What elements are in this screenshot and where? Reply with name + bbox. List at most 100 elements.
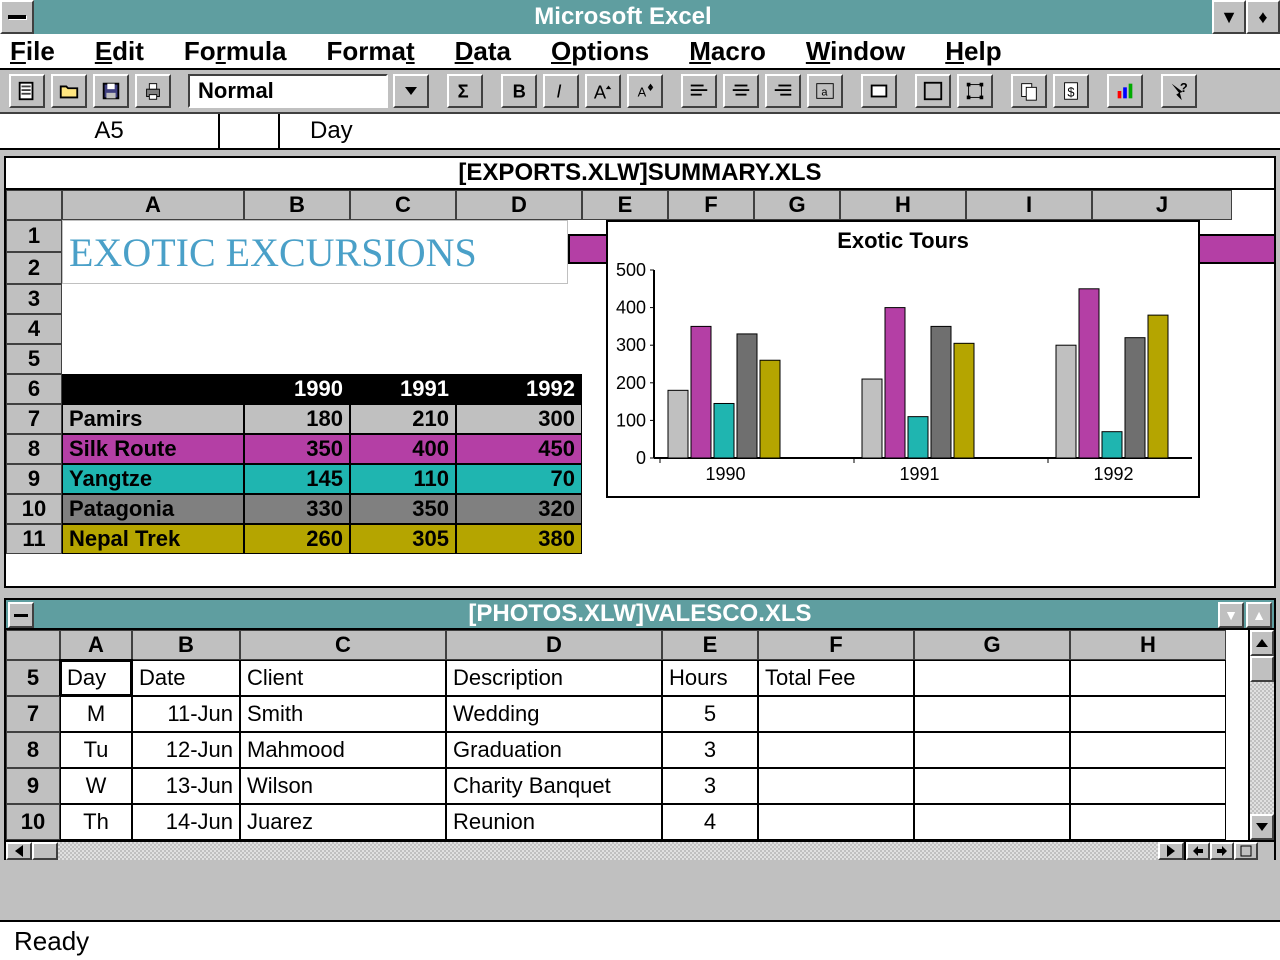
cell[interactable]: 13-Jun xyxy=(132,768,240,804)
cell[interactable] xyxy=(758,768,914,804)
col-header[interactable]: F xyxy=(758,630,914,660)
cell[interactable]: 3 xyxy=(662,732,758,768)
cell[interactable] xyxy=(914,732,1070,768)
print-button[interactable] xyxy=(135,74,171,108)
col-header[interactable]: B xyxy=(132,630,240,660)
row-header[interactable]: 11 xyxy=(6,524,62,554)
cell[interactable]: 11-Jun xyxy=(132,696,240,732)
cell[interactable]: Total Fee xyxy=(758,660,914,696)
cell[interactable]: Hours xyxy=(662,660,758,696)
cell[interactable]: Juarez xyxy=(240,804,446,840)
col-header[interactable]: D xyxy=(446,630,662,660)
row-header[interactable]: 10 xyxy=(6,804,60,840)
select-object-button[interactable] xyxy=(957,74,993,108)
cell[interactable] xyxy=(1070,660,1226,696)
col-header[interactable]: F xyxy=(668,190,754,220)
menu-edit[interactable]: Edit xyxy=(95,36,144,67)
cell[interactable]: Th xyxy=(60,804,132,840)
align-right-button[interactable] xyxy=(765,74,801,108)
help-button[interactable]: ? xyxy=(1161,74,1197,108)
cell[interactable]: Description xyxy=(446,660,662,696)
select-all-corner[interactable] xyxy=(6,190,62,220)
col-header[interactable]: G xyxy=(914,630,1070,660)
cell[interactable]: Smith xyxy=(240,696,446,732)
window1-title[interactable]: [EXPORTS.XLW]SUMMARY.XLS xyxy=(6,158,1274,190)
cell[interactable] xyxy=(914,660,1070,696)
italic-button[interactable]: I xyxy=(543,74,579,108)
cell[interactable]: 14-Jun xyxy=(132,804,240,840)
select-all-corner[interactable] xyxy=(6,630,60,660)
cell[interactable]: Pamirs xyxy=(62,404,244,434)
cell[interactable] xyxy=(1070,804,1226,840)
cell[interactable] xyxy=(1070,768,1226,804)
cell[interactable]: 450 xyxy=(456,434,582,464)
window-max-button[interactable]: ▲ xyxy=(1246,602,1272,628)
bold-button[interactable]: B xyxy=(501,74,537,108)
window-sys-button[interactable] xyxy=(8,602,34,628)
chart-wizard-button[interactable] xyxy=(1107,74,1143,108)
menu-help[interactable]: Help xyxy=(945,36,1001,67)
cell[interactable]: 260 xyxy=(244,524,350,554)
align-center-button[interactable] xyxy=(723,74,759,108)
menu-macro[interactable]: Macro xyxy=(689,36,766,67)
cell[interactable]: Wilson xyxy=(240,768,446,804)
minimize-button[interactable]: ▼ xyxy=(1212,0,1246,34)
save-button[interactable] xyxy=(93,74,129,108)
row-header[interactable]: 9 xyxy=(6,768,60,804)
col-header[interactable]: G xyxy=(754,190,840,220)
cell[interactable]: 305 xyxy=(350,524,456,554)
cell[interactable]: Charity Banquet xyxy=(446,768,662,804)
cell[interactable]: 12-Jun xyxy=(132,732,240,768)
row-header[interactable]: 8 xyxy=(6,434,62,464)
col-header[interactable]: E xyxy=(662,630,758,660)
cell[interactable]: 1990 xyxy=(244,374,350,404)
cell[interactable] xyxy=(758,696,914,732)
cell[interactable]: 5 xyxy=(662,696,758,732)
col-header[interactable]: I xyxy=(966,190,1092,220)
cell[interactable]: 400 xyxy=(350,434,456,464)
cell[interactable]: Client xyxy=(240,660,446,696)
cell[interactable]: 110 xyxy=(350,464,456,494)
menu-format[interactable]: Format xyxy=(327,36,415,67)
row-header[interactable]: 10 xyxy=(6,494,62,524)
cell[interactable]: 1992 xyxy=(456,374,582,404)
formula-content[interactable]: Day xyxy=(280,117,1280,145)
window2-title[interactable]: [PHOTOS.XLW]VALESCO.XLS ▼ ▲ xyxy=(6,600,1274,630)
cell[interactable]: 380 xyxy=(456,524,582,554)
row-header[interactable]: 3 xyxy=(6,284,62,314)
col-header[interactable]: H xyxy=(1070,630,1226,660)
row-header[interactable]: 9 xyxy=(6,464,62,494)
cell[interactable]: 3 xyxy=(662,768,758,804)
cell[interactable]: W xyxy=(60,768,132,804)
row-header[interactable]: 7 xyxy=(6,404,62,434)
cell[interactable]: 330 xyxy=(244,494,350,524)
cell[interactable] xyxy=(914,804,1070,840)
cell[interactable]: 4 xyxy=(662,804,758,840)
center-across-button[interactable]: a xyxy=(807,74,843,108)
name-box[interactable]: A5 xyxy=(0,114,220,148)
menu-data[interactable]: Data xyxy=(455,36,511,67)
cell[interactable] xyxy=(758,804,914,840)
cell[interactable]: Wedding xyxy=(446,696,662,732)
outline-button[interactable] xyxy=(915,74,951,108)
row-header[interactable]: 7 xyxy=(6,696,60,732)
cell[interactable]: Reunion xyxy=(446,804,662,840)
autoformat-button[interactable] xyxy=(861,74,897,108)
row-header[interactable]: 5 xyxy=(6,660,60,696)
style-dropdown-button[interactable] xyxy=(393,74,429,108)
row-header[interactable]: 6 xyxy=(6,374,62,404)
cell[interactable] xyxy=(914,696,1070,732)
autosum-button[interactable]: Σ xyxy=(447,74,483,108)
menu-formula[interactable]: Formula xyxy=(184,36,287,67)
window-min-button[interactable]: ▼ xyxy=(1218,602,1244,628)
cell[interactable]: Patagonia xyxy=(62,494,244,524)
cell[interactable]: Nepal Trek xyxy=(62,524,244,554)
cell[interactable]: M xyxy=(60,696,132,732)
vertical-scrollbar[interactable] xyxy=(1248,630,1274,840)
horizontal-scrollbar[interactable] xyxy=(6,840,1274,860)
cell[interactable] xyxy=(758,732,914,768)
row-header[interactable]: 8 xyxy=(6,732,60,768)
embedded-chart[interactable]: Exotic Tours 010020030040050019901991199… xyxy=(606,220,1200,498)
menu-file[interactable]: File xyxy=(10,36,55,67)
cell[interactable] xyxy=(1070,732,1226,768)
